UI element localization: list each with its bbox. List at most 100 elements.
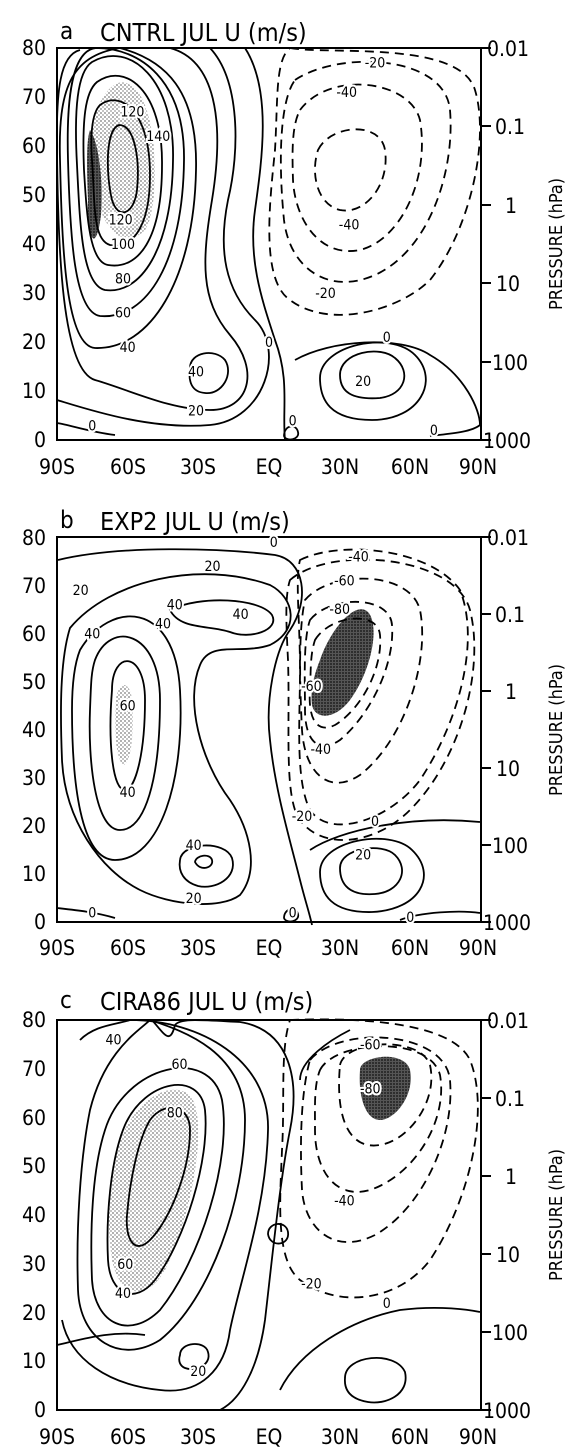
p-label-c-10: 10 (496, 1243, 520, 1267)
contour-c-neg-20 (279, 1018, 479, 1299)
contour-b-neg-40 (299, 577, 424, 784)
p-label-a-100: 100 (492, 351, 528, 375)
contour-b-20-north (339, 847, 403, 896)
contour-c-0-south (56, 1332, 146, 1346)
y-axis-b: 0 10 20 30 40 50 60 70 80 (22, 526, 46, 934)
p-label-b-1000: 1000 (483, 911, 531, 935)
pressure-axis-a: 0.01 0.1 1 10 100 1000 PRESSURE (hPa) (481, 37, 567, 453)
x-tick-a-60n: 60N (391, 455, 429, 479)
y-tick-b-10: 10 (22, 862, 46, 886)
x-tick-c-60s: 60S (110, 1425, 146, 1449)
contour-label: -60 (360, 1037, 381, 1053)
y-tick-c-60: 60 (22, 1106, 46, 1130)
contour-c-neg-mid (314, 1045, 443, 1193)
contour-label: 60 (115, 306, 131, 322)
y-tick-a-0: 0 (34, 428, 46, 452)
contour-a-0-north (294, 341, 481, 437)
p-label-b-0.1: 0.1 (495, 603, 525, 627)
contour-label: -20 (365, 56, 386, 72)
x-tick-a-eq: EQ (256, 455, 283, 479)
x-tick-a-30s: 30S (180, 455, 216, 479)
y-tick-c-30: 30 (22, 1252, 46, 1276)
plot-frame-a (56, 47, 482, 441)
contour-label: 0 (265, 335, 273, 351)
x-axis-a: 90S 60S 30S EQ 30N 60N 90N (39, 455, 497, 479)
contour-label: -60 (334, 573, 355, 589)
p-label-c-0.01: 0.01 (487, 1009, 529, 1033)
contour-label: 0 (383, 330, 391, 346)
contour-c-10-north (344, 1357, 407, 1404)
contour-c-0 (151, 1019, 295, 1411)
x-tick-c-90s: 90S (39, 1425, 75, 1449)
contour-label: 40 (120, 340, 136, 356)
panel-letter-a: a (60, 17, 73, 45)
y-tick-b-50: 50 (22, 670, 46, 694)
contour-label: 0 (88, 418, 96, 434)
contour-label: 120 (120, 105, 144, 121)
contour-a-10-north (319, 341, 427, 421)
x-tick-b-60s: 60S (110, 936, 146, 960)
contour-b-0-south (56, 907, 116, 919)
contour-a-0 (244, 47, 286, 441)
pressure-axis-c: 0.01 0.1 1 10 100 1000 PRESSURE (hPa) (481, 1009, 567, 1423)
contour-a-neg-20 (268, 47, 481, 316)
contour-b-neg-60 (303, 600, 394, 747)
x-tick-a-90s: 90S (39, 455, 75, 479)
x-tick-a-90n: 90N (459, 455, 497, 479)
contour-a-40 (58, 47, 197, 349)
contour-label: 40 (186, 838, 202, 854)
contour-a-140 (106, 124, 139, 214)
p-label-b-10: 10 (496, 757, 520, 781)
contour-label: 120 (109, 213, 133, 229)
contour-c-40 (90, 1067, 225, 1327)
x-tick-b-30s: 30S (180, 936, 216, 960)
contour-b-40-shape (168, 599, 275, 636)
contour-label: 0 (289, 905, 297, 921)
contour-b-40 (88, 635, 161, 831)
plot-frame-b (56, 536, 482, 923)
contour-b-0-north (309, 819, 481, 851)
y-tick-b-30: 30 (22, 766, 46, 790)
contour-label: 0 (371, 814, 379, 830)
y-tick-c-50: 50 (22, 1154, 46, 1178)
y-axis-a: 0 10 20 30 40 50 60 70 80 (22, 36, 46, 452)
contour-a-20b (56, 47, 270, 427)
contour-a-neg-60 (314, 128, 387, 212)
contour-label: 40 (167, 597, 183, 613)
contour-label: 0 (406, 910, 414, 926)
contour-b-40b (71, 615, 182, 861)
y-tick-b-0: 0 (34, 910, 46, 934)
contour-a-60 (66, 47, 185, 317)
contour-b-60 (109, 660, 146, 791)
contour-label: 60 (171, 1057, 187, 1073)
x-tick-c-90n: 90N (459, 1425, 497, 1449)
panel-title-b: EXP2 JUL U (m/s) (100, 507, 290, 536)
contours-negative-b (285, 548, 476, 841)
contour-label: -80 (329, 602, 350, 618)
p-label-c-100: 100 (492, 1321, 528, 1345)
contour-label: 40 (120, 785, 136, 801)
panel-c: c CIRA86 JUL U (m/s) 0 10 (22, 986, 567, 1449)
contour-a-80 (75, 55, 174, 292)
contour-c-20-loop (178, 1343, 210, 1370)
y-axis-c: 0 10 20 30 40 50 60 70 80 (22, 1008, 46, 1422)
y-tick-a-60: 60 (22, 134, 46, 158)
contour-label: 60 (117, 1257, 133, 1273)
pressure-axis-title-a: PRESSURE (hPa) (546, 178, 567, 310)
contour-label: 40 (188, 364, 204, 380)
contour-label: 20 (190, 1364, 206, 1380)
y-tick-a-80: 80 (22, 36, 46, 60)
contour-label: 20 (355, 374, 371, 390)
x-tick-b-60n: 60N (391, 936, 429, 960)
y-tick-c-0: 0 (34, 1398, 46, 1422)
contour-a-neg-40 (291, 83, 423, 252)
contour-label: 60 (120, 698, 136, 714)
x-tick-c-eq: EQ (256, 1425, 283, 1449)
p-label-b-0.01: 0.01 (487, 526, 529, 550)
contour-label: -20 (292, 809, 313, 825)
y-tick-a-30: 30 (22, 281, 46, 305)
contours-positive-b (56, 548, 481, 926)
contour-labels-c: 40 60 80 60 40 20 -60 -80 -40 -20 0 (103, 1031, 392, 1383)
